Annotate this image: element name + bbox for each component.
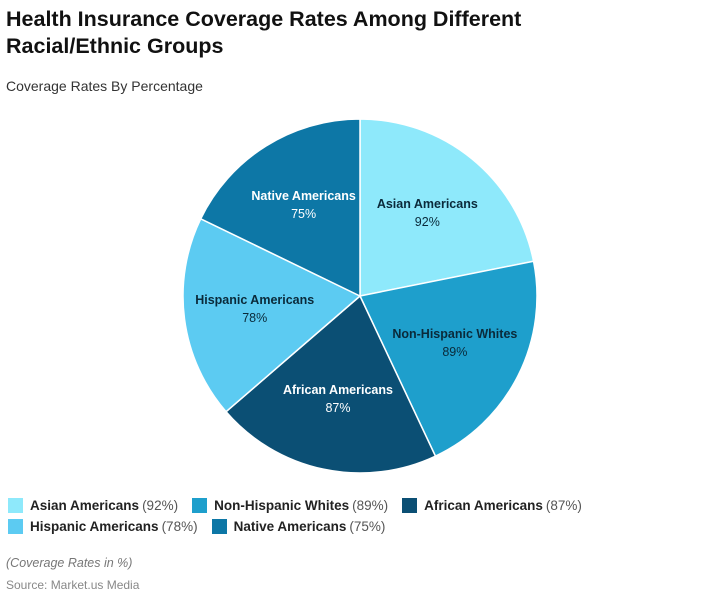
slice-label: African Americans [283,383,393,397]
legend-value: (89%) [352,498,389,513]
legend-item: Non-Hispanic Whites (89%) [192,498,388,513]
slice-label: Asian Americans [377,197,478,211]
pie-slice [182,217,362,413]
legend-swatch [8,519,23,534]
pie-slice [358,260,538,458]
pie-slice [359,118,535,297]
legend-label: Asian Americans [30,498,140,513]
chart-source: Source: Market.us Media [6,578,140,592]
legend-swatch [402,498,418,513]
chart-note: (Coverage Rates in %) [6,556,133,570]
chart-title: Health Insurance Coverage Rates Among Di… [6,7,522,58]
pie-slice [225,294,437,474]
legend-value: (92%) [142,498,179,513]
legend-value: (75%) [349,519,386,534]
slice-value: 92% [415,215,440,229]
legend: Asian Americans (92%) Non-Hispanic Whites(… [8,495,596,537]
pie-chart: Asian Americans 92% Non-Hispanic Whites 89%… [182,118,538,474]
chart-subtitle: Coverage Rates By Percentage [6,78,203,94]
legend-item: Native Americans (75%) [211,519,386,534]
legend-item: Hispanic Americans (78%) [8,519,198,534]
legend-swatch [211,519,227,534]
slice-value: 89% [442,345,467,359]
legend-item: African Americans (87%) [402,498,582,513]
slice-value: 78% [242,311,267,325]
pie-slice [199,118,361,298]
legend-item: Asian Americans (92%) [8,498,178,513]
legend-label: Native Americans [233,519,347,534]
legend-swatch [8,498,23,513]
slice-value: 75% [291,207,316,221]
legend-swatch [192,498,208,513]
slice-label: Native Americans [251,189,355,203]
legend-value: (78%) [161,519,198,534]
legend-value: (87%) [545,498,582,513]
legend-label: African Americans [424,498,543,513]
slice-label: Non-Hispanic Whites [392,327,517,341]
legend-label: Non-Hispanic Whites [214,498,350,513]
slice-value: 87% [325,401,350,415]
slice-label: Hispanic Americans [195,293,314,307]
legend-label: Hispanic Americans [30,519,159,534]
